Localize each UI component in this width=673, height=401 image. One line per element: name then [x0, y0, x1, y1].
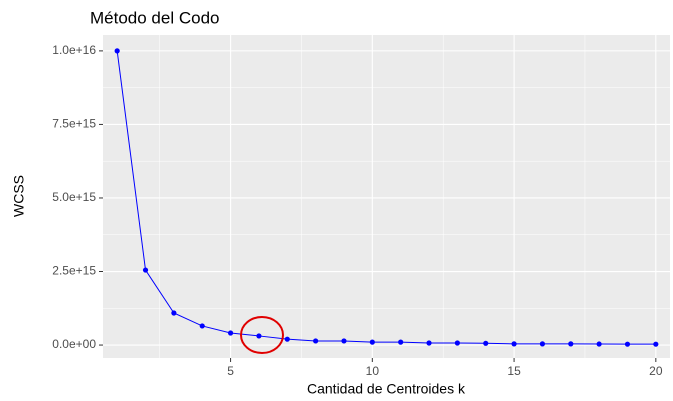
grid	[103, 35, 670, 358]
point	[284, 336, 290, 342]
x-axis-label: Cantidad de Centroides k	[307, 381, 466, 397]
point	[483, 340, 489, 346]
y-tick-label: 7.5e+15	[52, 117, 96, 131]
point	[454, 340, 460, 346]
point	[114, 48, 120, 54]
point	[426, 340, 432, 346]
y-tick-label: 1.0e+16	[52, 43, 96, 57]
y-tick-label: 5.0e+15	[52, 190, 96, 204]
point	[568, 341, 574, 347]
point	[256, 333, 262, 339]
y-tick-label: 2.5e+15	[52, 264, 96, 278]
point	[511, 341, 517, 347]
point	[313, 338, 319, 344]
line	[116, 50, 656, 345]
point	[227, 330, 234, 336]
point	[539, 341, 546, 347]
point	[653, 341, 659, 347]
panel	[103, 35, 670, 358]
point	[369, 339, 375, 345]
chart-title: Método del Codo	[90, 8, 219, 27]
x-tick-label: 10	[366, 364, 380, 378]
point	[199, 323, 205, 329]
x-tick-label: 5	[227, 364, 234, 378]
point	[624, 341, 631, 347]
point	[142, 267, 149, 273]
y-tick-label: 0.0e+00	[52, 337, 96, 351]
y-axis-label: WCSS	[11, 175, 27, 217]
point	[171, 310, 177, 316]
highlight-circle	[240, 316, 284, 354]
point	[341, 338, 347, 344]
x-tick-label: 20	[649, 364, 663, 378]
point	[596, 341, 602, 347]
x-tick-label: 15	[507, 364, 521, 378]
point	[398, 339, 404, 345]
